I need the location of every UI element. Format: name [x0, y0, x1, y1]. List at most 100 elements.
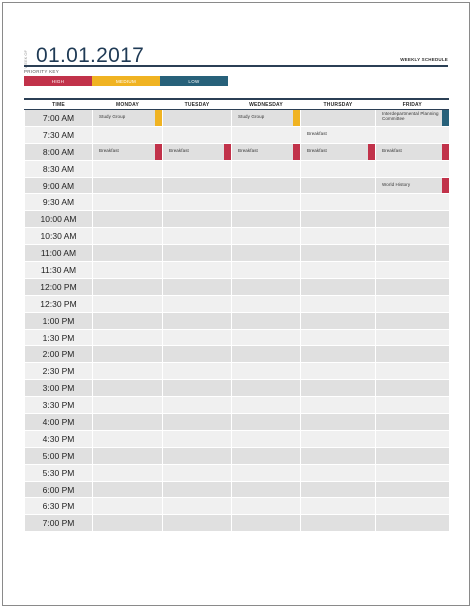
slot-cell-thursday[interactable]: [300, 278, 376, 296]
slot-cell-monday[interactable]: Breakfast: [92, 143, 163, 161]
slot-cell-friday[interactable]: [375, 312, 449, 330]
slot-cell-monday[interactable]: [92, 514, 163, 533]
slot-cell-wednesday[interactable]: [231, 497, 301, 516]
slot-cell-thursday[interactable]: [300, 261, 376, 279]
slot-cell-wednesday[interactable]: [231, 396, 301, 415]
slot-cell-monday[interactable]: [92, 244, 163, 263]
slot-cell-monday[interactable]: [92, 278, 163, 296]
slot-cell-thursday[interactable]: [300, 160, 376, 178]
slot-cell-monday[interactable]: [92, 396, 163, 415]
slot-cell-tuesday[interactable]: [162, 244, 232, 263]
slot-cell-tuesday[interactable]: [162, 362, 232, 381]
slot-cell-thursday[interactable]: Breakfast: [300, 126, 376, 144]
slot-cell-friday[interactable]: [375, 295, 449, 313]
slot-cell-thursday[interactable]: [300, 447, 376, 465]
slot-cell-monday[interactable]: [92, 447, 163, 465]
slot-cell-thursday[interactable]: [300, 396, 376, 415]
slot-cell-tuesday[interactable]: [162, 396, 232, 415]
slot-cell-tuesday[interactable]: [162, 345, 232, 364]
slot-cell-thursday[interactable]: [300, 329, 376, 347]
slot-cell-monday[interactable]: [92, 210, 163, 229]
slot-cell-wednesday[interactable]: [231, 244, 301, 263]
slot-cell-wednesday[interactable]: [231, 379, 301, 398]
slot-cell-tuesday[interactable]: [162, 514, 232, 533]
slot-cell-wednesday[interactable]: [231, 481, 301, 499]
slot-cell-friday[interactable]: [375, 396, 449, 415]
slot-cell-friday[interactable]: [375, 464, 449, 482]
slot-cell-friday[interactable]: [375, 278, 449, 296]
slot-cell-friday[interactable]: [375, 362, 449, 381]
slot-cell-wednesday[interactable]: [231, 345, 301, 364]
slot-cell-thursday[interactable]: [300, 345, 376, 364]
slot-cell-friday[interactable]: [375, 126, 449, 144]
slot-cell-wednesday[interactable]: [231, 261, 301, 279]
slot-cell-monday[interactable]: [92, 126, 163, 144]
slot-cell-wednesday[interactable]: [231, 329, 301, 347]
slot-cell-tuesday[interactable]: [162, 447, 232, 465]
slot-cell-thursday[interactable]: [300, 227, 376, 246]
slot-cell-thursday[interactable]: [300, 312, 376, 330]
slot-cell-tuesday[interactable]: [162, 126, 232, 144]
slot-cell-tuesday[interactable]: [162, 261, 232, 279]
slot-cell-tuesday[interactable]: [162, 379, 232, 398]
slot-cell-wednesday[interactable]: Breakfast: [231, 143, 301, 161]
slot-cell-monday[interactable]: [92, 312, 163, 330]
slot-cell-wednesday[interactable]: [231, 430, 301, 448]
slot-cell-wednesday[interactable]: [231, 295, 301, 313]
slot-cell-wednesday[interactable]: [231, 362, 301, 381]
slot-cell-friday[interactable]: [375, 244, 449, 263]
slot-cell-tuesday[interactable]: Breakfast: [162, 143, 232, 161]
slot-cell-monday[interactable]: [92, 413, 163, 431]
slot-cell-wednesday[interactable]: [231, 177, 301, 195]
slot-cell-thursday[interactable]: [300, 514, 376, 533]
slot-cell-friday[interactable]: World History: [375, 177, 449, 195]
slot-cell-friday[interactable]: Breakfast: [375, 143, 449, 161]
slot-cell-friday[interactable]: [375, 430, 449, 448]
slot-cell-wednesday[interactable]: [231, 312, 301, 330]
slot-cell-friday[interactable]: [375, 379, 449, 398]
slot-cell-tuesday[interactable]: [162, 430, 232, 448]
slot-cell-thursday[interactable]: [300, 295, 376, 313]
slot-cell-tuesday[interactable]: [162, 312, 232, 330]
slot-cell-friday[interactable]: [375, 210, 449, 229]
slot-cell-wednesday[interactable]: [231, 210, 301, 229]
slot-cell-thursday[interactable]: Breakfast: [300, 143, 376, 161]
slot-cell-thursday[interactable]: [300, 430, 376, 448]
slot-cell-tuesday[interactable]: [162, 413, 232, 431]
slot-cell-friday[interactable]: [375, 227, 449, 246]
slot-cell-wednesday[interactable]: [231, 447, 301, 465]
slot-cell-thursday[interactable]: [300, 413, 376, 431]
slot-cell-thursday[interactable]: [300, 244, 376, 263]
slot-cell-tuesday[interactable]: [162, 481, 232, 499]
slot-cell-monday[interactable]: [92, 430, 163, 448]
slot-cell-monday[interactable]: [92, 329, 163, 347]
slot-cell-tuesday[interactable]: [162, 210, 232, 229]
slot-cell-monday[interactable]: [92, 481, 163, 499]
slot-cell-thursday[interactable]: [300, 210, 376, 229]
slot-cell-friday[interactable]: [375, 514, 449, 533]
slot-cell-friday[interactable]: [375, 193, 449, 212]
slot-cell-wednesday[interactable]: [231, 413, 301, 431]
slot-cell-thursday[interactable]: [300, 481, 376, 499]
slot-cell-friday[interactable]: [375, 497, 449, 516]
slot-cell-tuesday[interactable]: [162, 177, 232, 195]
slot-cell-thursday[interactable]: [300, 464, 376, 482]
slot-cell-monday[interactable]: [92, 464, 163, 482]
slot-cell-tuesday[interactable]: [162, 329, 232, 347]
slot-cell-friday[interactable]: [375, 345, 449, 364]
slot-cell-monday[interactable]: [92, 362, 163, 381]
slot-cell-wednesday[interactable]: [231, 464, 301, 482]
slot-cell-thursday[interactable]: [300, 109, 376, 127]
slot-cell-tuesday[interactable]: [162, 227, 232, 246]
slot-cell-friday[interactable]: [375, 481, 449, 499]
slot-cell-thursday[interactable]: [300, 379, 376, 398]
slot-cell-monday[interactable]: [92, 497, 163, 516]
slot-cell-monday[interactable]: [92, 295, 163, 313]
slot-cell-monday[interactable]: [92, 379, 163, 398]
slot-cell-monday[interactable]: [92, 193, 163, 212]
slot-cell-friday[interactable]: [375, 447, 449, 465]
slot-cell-tuesday[interactable]: [162, 278, 232, 296]
slot-cell-wednesday[interactable]: [231, 193, 301, 212]
slot-cell-tuesday[interactable]: [162, 497, 232, 516]
slot-cell-wednesday[interactable]: [231, 160, 301, 178]
